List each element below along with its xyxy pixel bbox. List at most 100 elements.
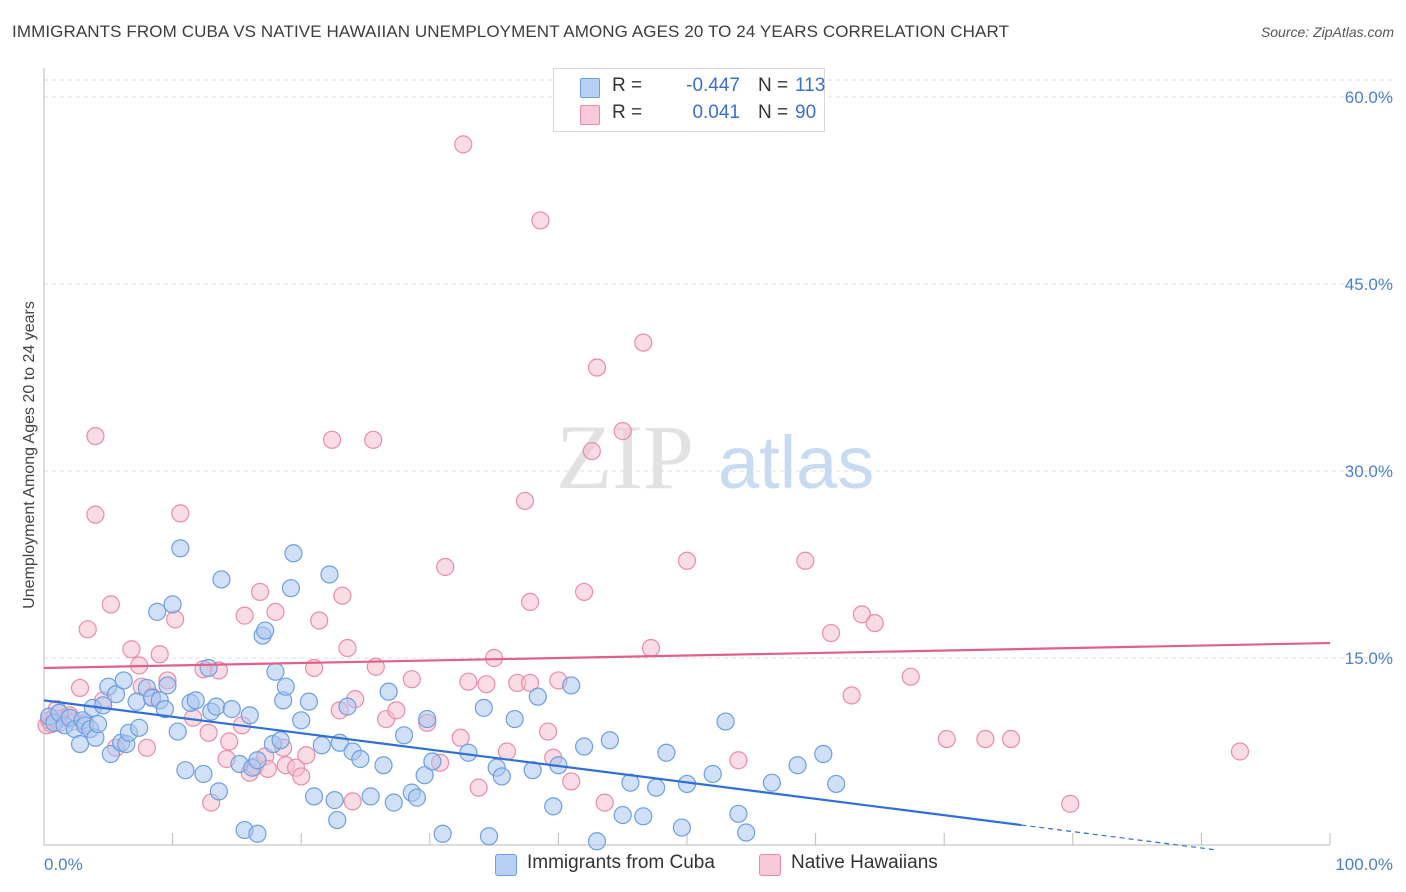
data-point — [657, 743, 676, 762]
data-point — [320, 565, 339, 584]
legend-swatch-cuba — [495, 854, 517, 876]
data-point — [176, 761, 195, 780]
data-point — [582, 441, 601, 461]
legend-r-label: R = — [612, 102, 643, 123]
data-point — [374, 756, 393, 775]
trend-line-hawaii — [43, 641, 1331, 670]
data-point — [451, 728, 470, 747]
data-point — [436, 557, 455, 577]
data-point — [976, 729, 995, 749]
y-tick-label: 45.0% — [1345, 275, 1393, 294]
data-point — [322, 430, 342, 449]
data-point — [379, 682, 398, 701]
series-legend: Immigrants from Cuba Native Hawaiians — [0, 852, 1406, 878]
watermark-atlas: atlas — [718, 421, 874, 504]
data-point — [827, 774, 846, 794]
data-point — [595, 793, 614, 812]
data-point — [562, 676, 581, 695]
data-point — [575, 582, 594, 602]
data-point — [88, 714, 108, 734]
data-point — [212, 570, 231, 589]
data-point — [729, 804, 748, 823]
series-immigrants-from-cuba — [40, 539, 846, 851]
x-tick-label: 0.0% — [44, 855, 83, 874]
data-point — [433, 824, 452, 843]
data-point — [521, 592, 540, 612]
data-point — [423, 752, 442, 771]
data-point — [101, 595, 120, 614]
data-point — [325, 791, 344, 810]
data-point — [729, 751, 748, 770]
data-point — [613, 805, 632, 825]
data-point — [266, 602, 285, 621]
data-point — [485, 648, 504, 668]
data-point — [199, 658, 218, 678]
data-point — [304, 787, 324, 806]
data-point — [299, 692, 319, 711]
data-point — [479, 827, 499, 846]
data-point — [86, 426, 105, 446]
data-point — [613, 422, 632, 441]
data-point — [292, 711, 311, 730]
data-point — [418, 709, 437, 729]
data-point — [937, 729, 956, 749]
data-point — [394, 726, 414, 745]
data-point — [271, 731, 290, 750]
data-point — [454, 135, 473, 154]
data-point — [587, 358, 607, 377]
legend-n-label: N = — [758, 75, 789, 96]
data-point — [312, 736, 331, 755]
x-tick-label: 100.0% — [1335, 855, 1393, 874]
data-point — [796, 551, 815, 570]
data-point — [70, 734, 90, 754]
y-tick-label: 60.0% — [1345, 88, 1393, 107]
y-tick-label: 15.0% — [1345, 649, 1393, 668]
data-point — [328, 810, 347, 830]
data-point — [539, 722, 558, 741]
correlation-legend: R = -0.447 N = 113 R = 0.041 N = 90 — [553, 68, 825, 132]
data-point — [310, 611, 329, 630]
data-point — [788, 756, 807, 775]
data-point — [364, 430, 383, 449]
data-point — [150, 645, 169, 664]
data-point — [94, 696, 113, 715]
data-point — [587, 832, 607, 851]
data-point — [250, 582, 270, 602]
legend-label-cuba: Immigrants from Cuba — [527, 852, 715, 873]
data-point — [505, 709, 524, 729]
data-point — [703, 764, 722, 784]
data-point — [842, 686, 861, 705]
data-point — [338, 638, 357, 658]
data-point — [600, 731, 619, 750]
data-point — [235, 606, 254, 625]
legend-n-label: N = — [758, 102, 789, 123]
data-point — [1001, 729, 1021, 749]
data-point — [1230, 742, 1250, 761]
data-point — [333, 586, 352, 605]
data-point — [292, 767, 311, 786]
legend-label-hawaii: Native Hawaiians — [791, 852, 938, 873]
data-point — [531, 211, 550, 230]
data-point — [155, 700, 174, 719]
data-point — [148, 602, 167, 621]
data-point — [528, 687, 547, 706]
data-point — [122, 640, 141, 659]
data-point — [575, 737, 594, 756]
data-point — [716, 712, 735, 731]
data-point — [70, 678, 90, 698]
watermark-zip: ZIP — [556, 406, 694, 508]
y-tick-label: 30.0% — [1345, 462, 1393, 481]
data-point — [1061, 794, 1080, 813]
legend-n-value: 90 — [795, 102, 817, 123]
data-point — [137, 738, 156, 757]
data-point — [186, 691, 205, 710]
data-point — [171, 539, 190, 558]
chart-title: IMMIGRANTS FROM CUBA VS NATIVE HAWAIIAN … — [12, 22, 1010, 41]
trend-line-cuba — [43, 699, 1022, 827]
data-point — [207, 697, 226, 716]
data-point — [634, 807, 653, 826]
data-point — [338, 697, 357, 716]
data-point — [78, 620, 97, 639]
data-point — [209, 782, 228, 801]
